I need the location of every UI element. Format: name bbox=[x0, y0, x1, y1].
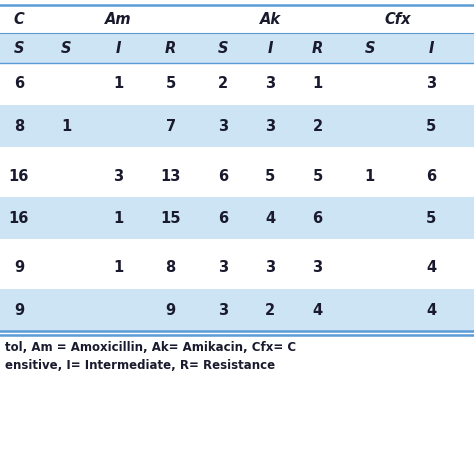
Text: 8: 8 bbox=[165, 261, 176, 275]
Text: 4: 4 bbox=[426, 302, 437, 318]
Text: ensitive, I= Intermediate, R= Resistance: ensitive, I= Intermediate, R= Resistance bbox=[5, 359, 275, 372]
Text: 3: 3 bbox=[265, 118, 275, 134]
Bar bbox=[0, 63, 474, 105]
Text: 5: 5 bbox=[165, 76, 176, 91]
Text: Am: Am bbox=[105, 11, 132, 27]
Text: R: R bbox=[165, 40, 176, 55]
Text: 5: 5 bbox=[312, 168, 323, 183]
Text: 4: 4 bbox=[265, 210, 275, 226]
Bar bbox=[0, 197, 474, 239]
Text: 8: 8 bbox=[14, 118, 24, 134]
Text: 6: 6 bbox=[312, 210, 323, 226]
Text: 3: 3 bbox=[265, 261, 275, 275]
Text: I: I bbox=[267, 40, 273, 55]
Text: 2: 2 bbox=[265, 302, 275, 318]
Text: 5: 5 bbox=[426, 118, 437, 134]
Text: S: S bbox=[365, 40, 375, 55]
Text: 3: 3 bbox=[113, 168, 124, 183]
Text: Ak: Ak bbox=[260, 11, 281, 27]
Text: 1: 1 bbox=[312, 76, 323, 91]
Text: 5: 5 bbox=[426, 210, 437, 226]
Text: 9: 9 bbox=[165, 302, 176, 318]
Text: 4: 4 bbox=[312, 302, 323, 318]
Text: Cfx: Cfx bbox=[385, 11, 411, 27]
Text: 1: 1 bbox=[365, 168, 375, 183]
Bar bbox=[0, 5, 474, 33]
Text: 3: 3 bbox=[218, 118, 228, 134]
Text: 6: 6 bbox=[218, 210, 228, 226]
Text: 9: 9 bbox=[14, 261, 24, 275]
Bar bbox=[0, 105, 474, 147]
Text: 3: 3 bbox=[218, 302, 228, 318]
Text: 9: 9 bbox=[14, 302, 24, 318]
Text: 6: 6 bbox=[426, 168, 437, 183]
Text: I: I bbox=[428, 40, 434, 55]
Text: tol, Am = Amoxicillin, Ak= Amikacin, Cfx= C: tol, Am = Amoxicillin, Ak= Amikacin, Cfx… bbox=[5, 341, 296, 354]
Text: S: S bbox=[218, 40, 228, 55]
Text: S: S bbox=[61, 40, 72, 55]
Text: C: C bbox=[14, 11, 24, 27]
Text: 3: 3 bbox=[218, 261, 228, 275]
Text: 3: 3 bbox=[312, 261, 323, 275]
Text: R: R bbox=[312, 40, 323, 55]
Text: 6: 6 bbox=[14, 76, 24, 91]
Text: 1: 1 bbox=[61, 118, 72, 134]
Text: 16: 16 bbox=[9, 210, 29, 226]
Text: 1: 1 bbox=[113, 261, 124, 275]
Text: 2: 2 bbox=[312, 118, 323, 134]
Bar bbox=[0, 289, 474, 331]
Bar bbox=[0, 33, 474, 63]
Text: 4: 4 bbox=[426, 261, 437, 275]
Text: 5: 5 bbox=[265, 168, 275, 183]
Text: S: S bbox=[14, 40, 24, 55]
Text: I: I bbox=[116, 40, 121, 55]
Text: 2: 2 bbox=[218, 76, 228, 91]
Text: 13: 13 bbox=[161, 168, 181, 183]
Text: 1: 1 bbox=[113, 76, 124, 91]
Bar bbox=[0, 155, 474, 197]
Text: 15: 15 bbox=[160, 210, 181, 226]
Text: 16: 16 bbox=[9, 168, 29, 183]
Text: 6: 6 bbox=[218, 168, 228, 183]
Bar bbox=[0, 247, 474, 289]
Text: 3: 3 bbox=[265, 76, 275, 91]
Text: 1: 1 bbox=[113, 210, 124, 226]
Text: 3: 3 bbox=[426, 76, 437, 91]
Text: 7: 7 bbox=[165, 118, 176, 134]
